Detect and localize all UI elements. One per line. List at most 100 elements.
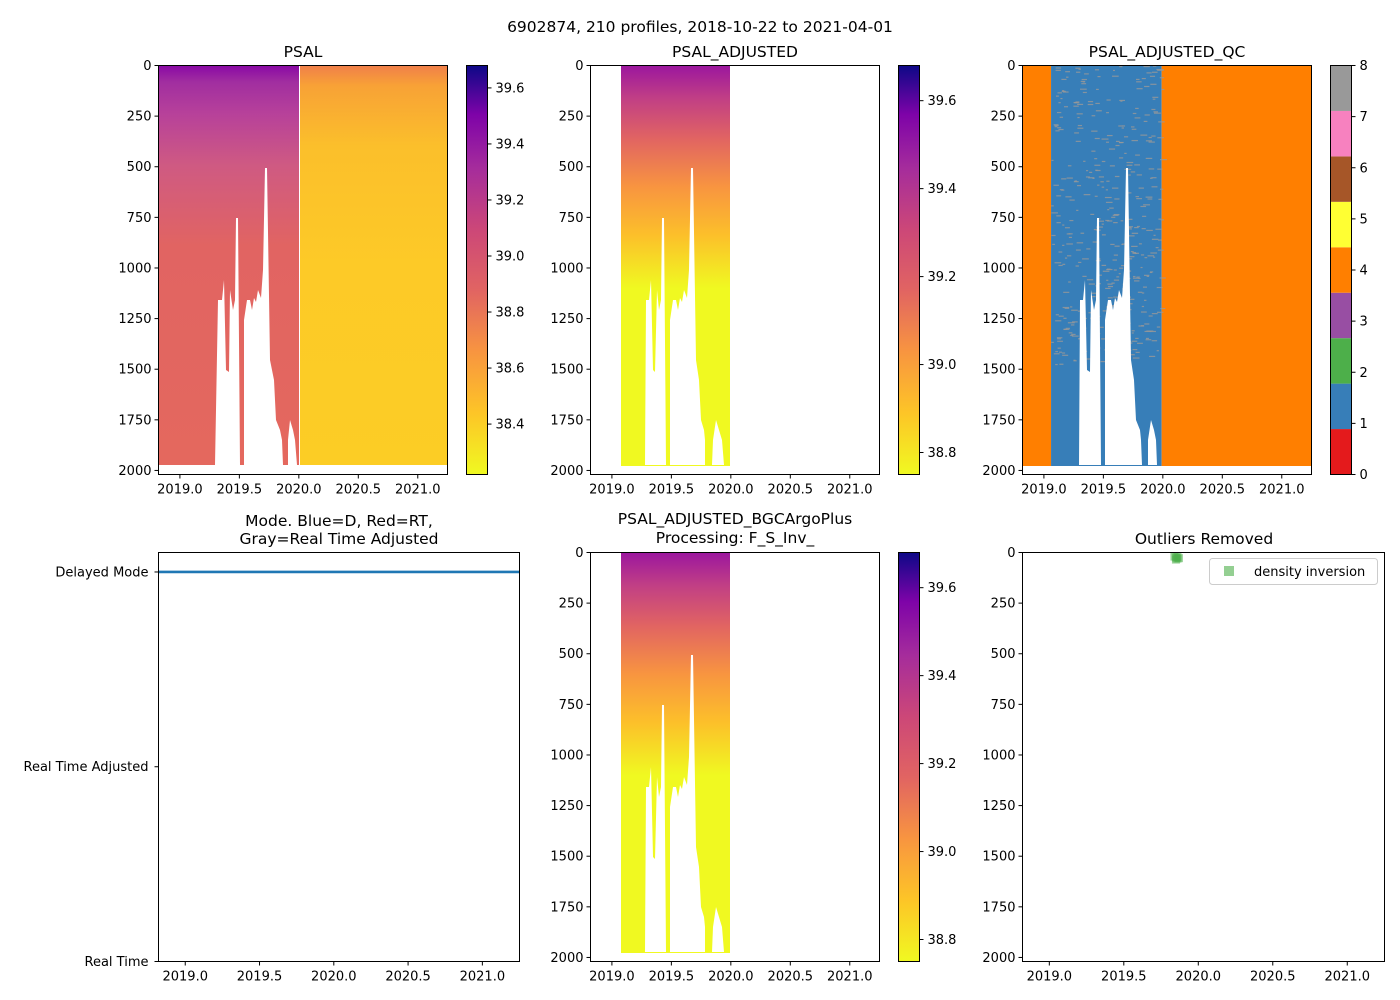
x-tick-label: 2019.5 <box>1101 970 1147 985</box>
qc-speckle <box>1132 348 1138 351</box>
qc-speckle <box>1158 121 1165 123</box>
qc-speckle <box>1145 339 1152 341</box>
y-tick-label: 500 <box>559 647 584 662</box>
qc-speckle <box>1131 330 1135 332</box>
qc-speckle <box>1140 311 1147 313</box>
y-tick-label: 1500 <box>550 850 583 865</box>
colorbar-tick-label: 5 <box>1360 212 1368 227</box>
y-ticks-outliers: 0 250 500 750 1000 1250 1500 1750 2000 <box>982 546 1023 966</box>
qc-speckle <box>1145 157 1153 160</box>
qc-speckle <box>1057 340 1063 342</box>
qc-speckle <box>1106 279 1109 281</box>
y-tick-label: 1500 <box>118 363 151 378</box>
qc-speckle <box>1056 111 1062 114</box>
qc-speckle <box>1143 120 1148 123</box>
colorbar-tick-label: 38.8 <box>496 306 525 321</box>
qc-speckle <box>1054 124 1059 127</box>
qc-speckle <box>1071 333 1076 336</box>
y-tick-label: 2000 <box>118 464 151 479</box>
qc-speckle <box>1064 227 1070 229</box>
qc-speckle <box>1091 150 1096 152</box>
qc-speckle <box>1057 127 1062 129</box>
qc-speckle <box>1063 328 1068 330</box>
qc-speckle <box>1070 324 1075 326</box>
qc-speckle <box>1065 71 1070 73</box>
qc-speckle <box>1056 195 1062 197</box>
qc-colorbar-class-7 <box>1330 110 1352 157</box>
outlier-point <box>1173 552 1182 561</box>
qc-speckle <box>1099 326 1104 328</box>
qc-speckle <box>1109 165 1115 167</box>
colorbar-tick-label: 7 <box>1360 110 1368 125</box>
qc-speckle <box>1062 306 1070 309</box>
qc-segment-flag-4 <box>1161 65 1312 467</box>
qc-speckle <box>1094 69 1100 71</box>
qc-speckle <box>1055 350 1058 353</box>
qc-speckle <box>1134 252 1137 255</box>
x-tick-label: 2020.5 <box>768 483 814 498</box>
qc-speckle <box>1153 256 1156 258</box>
panel-title-bgc-line2: Processing: F_S_Inv_ <box>656 529 815 548</box>
y-tick-label: 250 <box>991 597 1016 612</box>
qc-speckle <box>1076 209 1079 211</box>
qc-speckle <box>1058 102 1061 104</box>
y-ticks-mode: Real Time Real Time Adjusted Delayed Mode <box>24 565 159 970</box>
psal-adjusted-deep-gap <box>621 466 731 474</box>
qc-speckle <box>1151 340 1158 342</box>
legend-outliers: density inversion <box>1209 558 1378 585</box>
qc-speckle <box>1086 279 1094 281</box>
qc-speckle <box>1146 72 1152 74</box>
x-tick-label: 2020.0 <box>708 970 754 985</box>
y-tick-label: 500 <box>991 647 1016 662</box>
panel-title-mode-line2: Gray=Real Time Adjusted <box>239 530 438 548</box>
qc-speckle <box>1144 257 1148 259</box>
qc-speckle <box>1078 68 1081 70</box>
qc-speckle <box>1082 275 1087 277</box>
qc-speckle <box>1150 271 1154 273</box>
qc-speckle <box>1082 258 1089 260</box>
qc-speckle <box>1066 177 1073 179</box>
qc-speckle <box>1097 76 1101 78</box>
psal-segment-late <box>300 66 448 465</box>
qc-speckle <box>1130 171 1136 173</box>
colorbar-tick-label: 39.0 <box>928 845 957 860</box>
qc-speckle <box>1121 127 1125 129</box>
qc-speckle <box>1069 199 1075 201</box>
qc-speckle <box>1061 352 1066 354</box>
qc-speckle <box>1158 218 1162 220</box>
qc-speckle <box>1107 283 1113 285</box>
qc-speckle <box>1098 258 1101 260</box>
colorbar-tick-label: 38.4 <box>496 418 525 433</box>
qc-speckle <box>1066 255 1072 257</box>
qc-speckle <box>1059 189 1064 191</box>
qc-speckle <box>1128 298 1135 300</box>
qc-speckle <box>1134 117 1141 119</box>
qc-speckle <box>1148 141 1155 143</box>
qc-speckle <box>1149 177 1153 179</box>
qc-speckle <box>1140 205 1147 208</box>
qc-speckle <box>1141 292 1145 294</box>
qc-speckle <box>1112 259 1117 261</box>
qc-speckle <box>1051 205 1054 207</box>
qc-speckle <box>1070 334 1074 337</box>
y-tick-label: 1750 <box>550 900 583 915</box>
y-tick-label: 1000 <box>982 261 1015 276</box>
qc-speckle <box>1144 85 1150 88</box>
qc-speckle <box>1051 159 1054 162</box>
colorbar-gradient-psal-adjusted <box>898 65 920 475</box>
x-tick-label: 2019.5 <box>217 483 263 498</box>
qc-speckle <box>1149 75 1156 77</box>
qc-speckle <box>1132 275 1136 278</box>
qc-speckle <box>1122 125 1126 127</box>
qc-speckle <box>1127 303 1133 305</box>
qc-speckle <box>1128 174 1131 176</box>
qc-speckle <box>1085 358 1091 360</box>
qc-speckle <box>1104 196 1112 199</box>
panel-title-mode-line1: Mode. Blue=D, Red=RT, <box>245 512 433 530</box>
qc-speckle <box>1053 124 1059 126</box>
qc-speckle <box>1151 108 1156 111</box>
qc-speckle <box>1119 65 1123 68</box>
qc-speckle <box>1072 321 1078 323</box>
qc-speckle <box>1118 273 1121 275</box>
x-tick-label: 2019.5 <box>649 970 695 985</box>
